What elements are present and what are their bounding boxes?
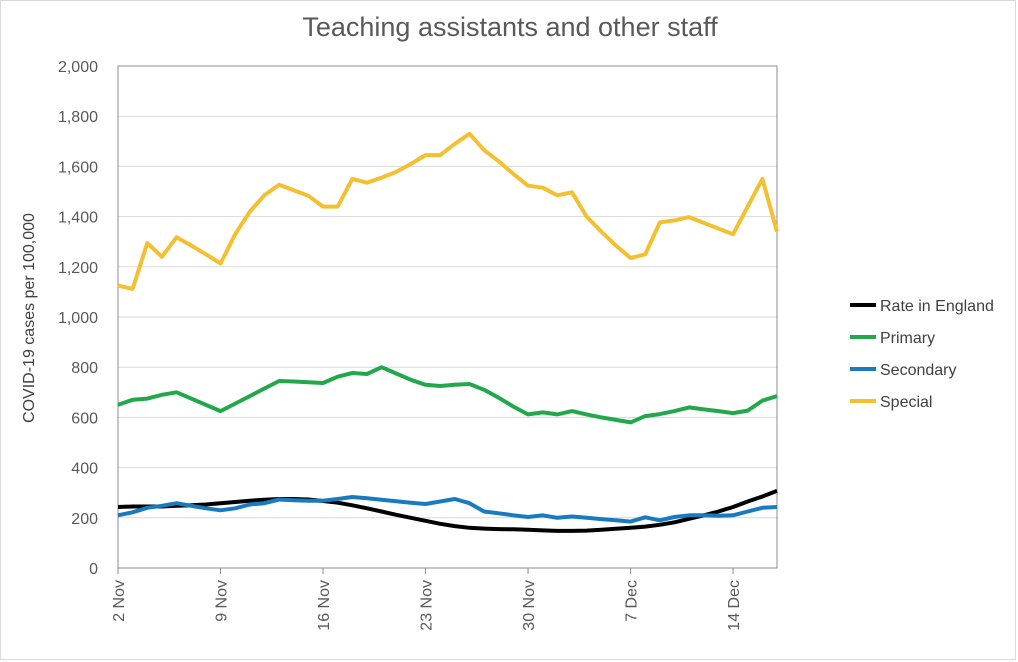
x-tick-label: 30 Nov [521, 580, 538, 631]
gridlines [118, 115, 777, 519]
y-tick-label: 1,200 [58, 260, 98, 277]
y-tick-label: 1,000 [58, 310, 98, 327]
y-tick-label: 2,000 [58, 59, 98, 76]
series-lines [117, 131, 779, 533]
x-tick-label: 7 Dec [624, 580, 641, 622]
legend-label: Rate in England [880, 298, 994, 315]
legend-label: Secondary [880, 362, 957, 379]
x-tick-label: 16 Nov [316, 580, 333, 631]
y-tick-label: 400 [71, 461, 98, 478]
series-line-primary [117, 365, 778, 425]
series-line-rate-in-england [117, 489, 778, 533]
x-tick-label: 14 Dec [726, 580, 743, 631]
x-tick-label: 9 Nov [214, 580, 231, 622]
y-tick-label: 1,600 [58, 159, 98, 176]
y-tick-label: 200 [71, 511, 98, 528]
plot-area-border [117, 65, 778, 569]
legend: Rate in England Primary Secondary Special [850, 298, 994, 411]
legend-label: Primary [880, 330, 935, 347]
y-tick-label: 800 [71, 360, 98, 377]
y-tick-label: 1,800 [58, 109, 98, 126]
chart-title: Teaching assistants and other staff [302, 12, 718, 42]
x-tick-label: 2 Nov [111, 580, 128, 622]
y-axis-ticks: 0 200 400 600 800 1,000 1,200 1,400 1,600 1,800 2,… [58, 59, 98, 578]
y-axis-label: COVID-19 cases per 100,000 [21, 213, 38, 423]
series-line-special [117, 131, 779, 291]
legend-label: Special [880, 394, 932, 411]
series-line-secondary [117, 495, 778, 524]
y-tick-label: 600 [71, 410, 98, 427]
y-tick-label: 0 [89, 561, 98, 578]
x-axis-ticks: 2 Nov 9 Nov 16 Nov 23 Nov 30 Nov 7 Dec 14 Dec [111, 568, 743, 631]
y-tick-label: 1,400 [58, 210, 98, 227]
x-tick-label: 23 Nov [419, 580, 436, 631]
